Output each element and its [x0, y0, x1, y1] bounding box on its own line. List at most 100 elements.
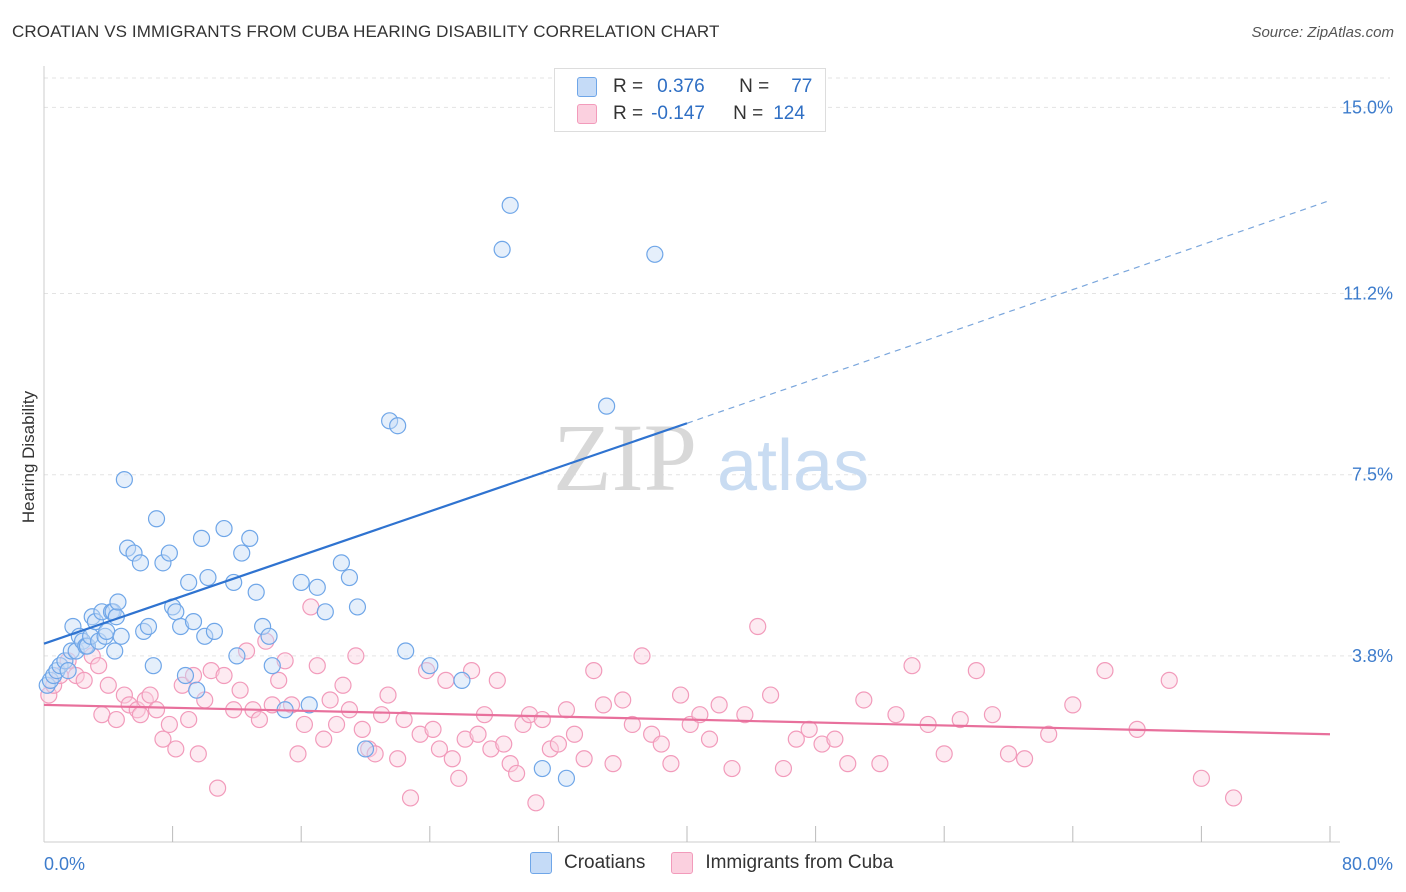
cuba-point: [488, 671, 506, 689]
x-tick-label-max: 80.0%: [1342, 854, 1393, 874]
cuba-point: [787, 730, 805, 748]
croatians-points: [38, 196, 664, 787]
cuba-point: [456, 730, 474, 748]
cuba-point: [154, 730, 172, 748]
cuba-point: [855, 691, 873, 709]
cuba-point: [424, 720, 442, 738]
cuba-point: [533, 710, 551, 729]
cuba-point: [723, 759, 741, 778]
croatian-point: [215, 519, 233, 538]
cuba-point: [903, 657, 921, 675]
cuba-point: [276, 652, 294, 670]
croatian-point: [160, 544, 178, 562]
cuba-trend-line: [43, 703, 1331, 736]
cuba-point: [813, 735, 831, 753]
croatian-point: [192, 529, 211, 547]
cuba-point: [508, 764, 526, 783]
cuba-point: [887, 706, 905, 724]
y-tick-label: 7.5%: [1352, 465, 1393, 485]
cuba-point: [501, 755, 519, 773]
croatian-point: [135, 622, 153, 641]
cuba-point: [411, 725, 429, 743]
croatian-point: [501, 196, 519, 214]
croatian-point: [115, 470, 133, 489]
cuba-point: [366, 745, 384, 763]
cuba-point: [1160, 671, 1178, 689]
cuba-point: [495, 735, 513, 753]
x-tick-label-min: 0.0%: [44, 854, 85, 874]
cuba-point: [749, 617, 767, 636]
croatian-point: [56, 652, 74, 670]
cuba-point: [541, 740, 559, 758]
croatian-point: [421, 657, 439, 675]
cuba-point: [710, 696, 728, 714]
croatian-point: [131, 554, 150, 572]
cuba-point: [469, 725, 487, 743]
cuba-point: [231, 681, 249, 699]
y-tick-label: 15.0%: [1342, 97, 1393, 117]
cuba-point: [557, 701, 576, 719]
croatian-point: [332, 554, 350, 572]
croatian-point: [340, 568, 359, 587]
cuba-point: [347, 647, 365, 665]
cuba-point: [353, 720, 371, 738]
cuba-point: [334, 676, 352, 694]
y-tick-label: 3.8%: [1352, 646, 1393, 666]
croatian-point: [112, 627, 130, 645]
cuba-point: [83, 647, 101, 665]
croatian-point: [646, 245, 664, 263]
cuba-point: [372, 706, 391, 724]
legend-n-label: N =: [739, 76, 770, 97]
cuba-point: [437, 671, 455, 689]
cuba-point: [90, 657, 108, 675]
watermark-zip: ZIP: [553, 404, 697, 511]
croatian-point: [78, 637, 97, 655]
croatian-point: [300, 696, 318, 714]
cuba-point: [1224, 789, 1243, 807]
croatian-point: [308, 578, 326, 596]
tick-labels: 3.8% 7.5% 11.2% 15.0% 0.0% 80.0%: [44, 97, 1393, 874]
croatian-point: [381, 412, 399, 430]
cuba-point: [999, 745, 1018, 763]
croatian-point: [199, 568, 217, 587]
legend-r-label: R =: [613, 76, 644, 97]
cuba-point: [417, 661, 436, 680]
cuba-point: [295, 715, 314, 734]
cuba-point: [289, 745, 307, 763]
croatian-point: [139, 617, 158, 636]
cuba-point: [1040, 725, 1058, 743]
croatian-point: [397, 642, 415, 660]
legend-row-croatians: R = 0.376 N = 77: [577, 76, 812, 98]
legend-row-cuba: R = -0.147 N = 124: [577, 103, 805, 125]
cuba-point: [315, 730, 333, 748]
croatian-point: [51, 657, 69, 675]
chart-title: CROATIAN VS IMMIGRANTS FROM CUBA HEARING…: [12, 22, 720, 41]
cuba-point: [160, 715, 178, 734]
cuba-point: [800, 720, 818, 738]
legend-n-value: 77: [791, 76, 813, 97]
cuba-point: [302, 598, 320, 616]
cuba-point: [585, 661, 603, 680]
croatian-point: [533, 759, 551, 778]
cuba-point: [1192, 769, 1211, 787]
cuba-point: [141, 686, 159, 704]
legend-label-cuba: Immigrants from Cuba: [705, 852, 894, 873]
croatian-point: [125, 544, 143, 562]
legend-swatch-croatians: [530, 852, 552, 874]
legend-label-croatians: Croatians: [564, 852, 646, 873]
croatian-point: [205, 622, 223, 641]
croatian-point: [41, 671, 60, 689]
croatian-point: [254, 617, 272, 636]
croatian-point: [348, 598, 367, 616]
y-tick-label: 11.2%: [1343, 283, 1393, 303]
croatian-point: [196, 627, 214, 645]
croatian-point: [38, 676, 56, 694]
cuba-point: [652, 735, 670, 753]
croatian-point: [188, 681, 206, 699]
croatian-point: [176, 666, 195, 685]
cuba-point: [671, 686, 690, 704]
cuba-point: [594, 696, 613, 714]
cuba-point: [826, 730, 844, 748]
cuba-point: [604, 755, 622, 773]
croatian-point: [241, 529, 259, 547]
